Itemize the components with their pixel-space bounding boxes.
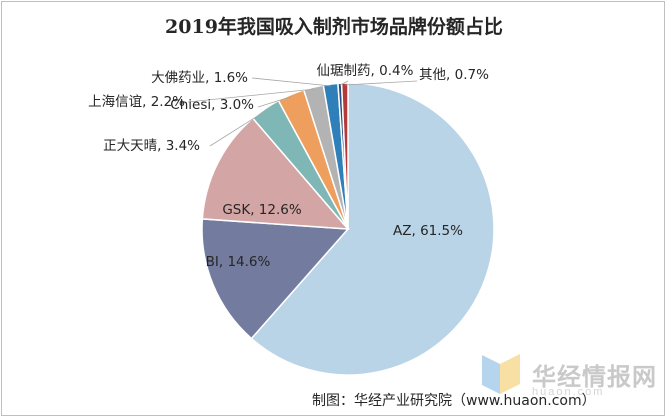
slice-label-7: 仙琚制药, 0.4%	[317, 63, 414, 79]
leader-lines	[187, 77, 418, 147]
chart-title: 2019年我国吸入制剂市场品牌份额占比	[165, 16, 503, 38]
slice-labels: AZ, 61.5% BI, 14.6% GSK, 12.6% 正大天晴, 3.4% Ch…	[88, 63, 489, 270]
leader-line-4	[257, 96, 292, 108]
watermark-logo-icon	[482, 354, 520, 394]
slice-label-8: 其他, 0.7%	[419, 67, 489, 83]
pie-slice-1	[201, 218, 350, 340]
pie-slice-0	[250, 82, 495, 376]
slice-label-2: GSK, 12.6%	[222, 202, 302, 218]
watermark-url: huaon.com	[532, 386, 605, 398]
leader-line-7	[339, 80, 349, 86]
leader-line-3	[209, 110, 267, 147]
slice-label-3: 正大天晴, 3.4%	[103, 138, 200, 154]
source-footer: 制图：华经产业研究院（www.huaon.com）	[312, 393, 596, 409]
leader-line-5	[187, 88, 314, 103]
slice-label-6: 大佛药业, 1.6%	[151, 70, 248, 86]
watermark-brand: 华经情报网	[532, 363, 657, 391]
slice-label-5: 上海信谊, 2.2%	[88, 94, 185, 110]
leader-line-6	[251, 77, 331, 87]
pie-slice-2	[201, 117, 350, 230]
leader-line-8	[344, 80, 418, 86]
slice-label-4: Chiesi, 3.0%	[170, 97, 254, 113]
slice-label-0: AZ, 61.5%	[393, 223, 463, 239]
slice-label-1: BI, 14.6%	[206, 254, 271, 270]
